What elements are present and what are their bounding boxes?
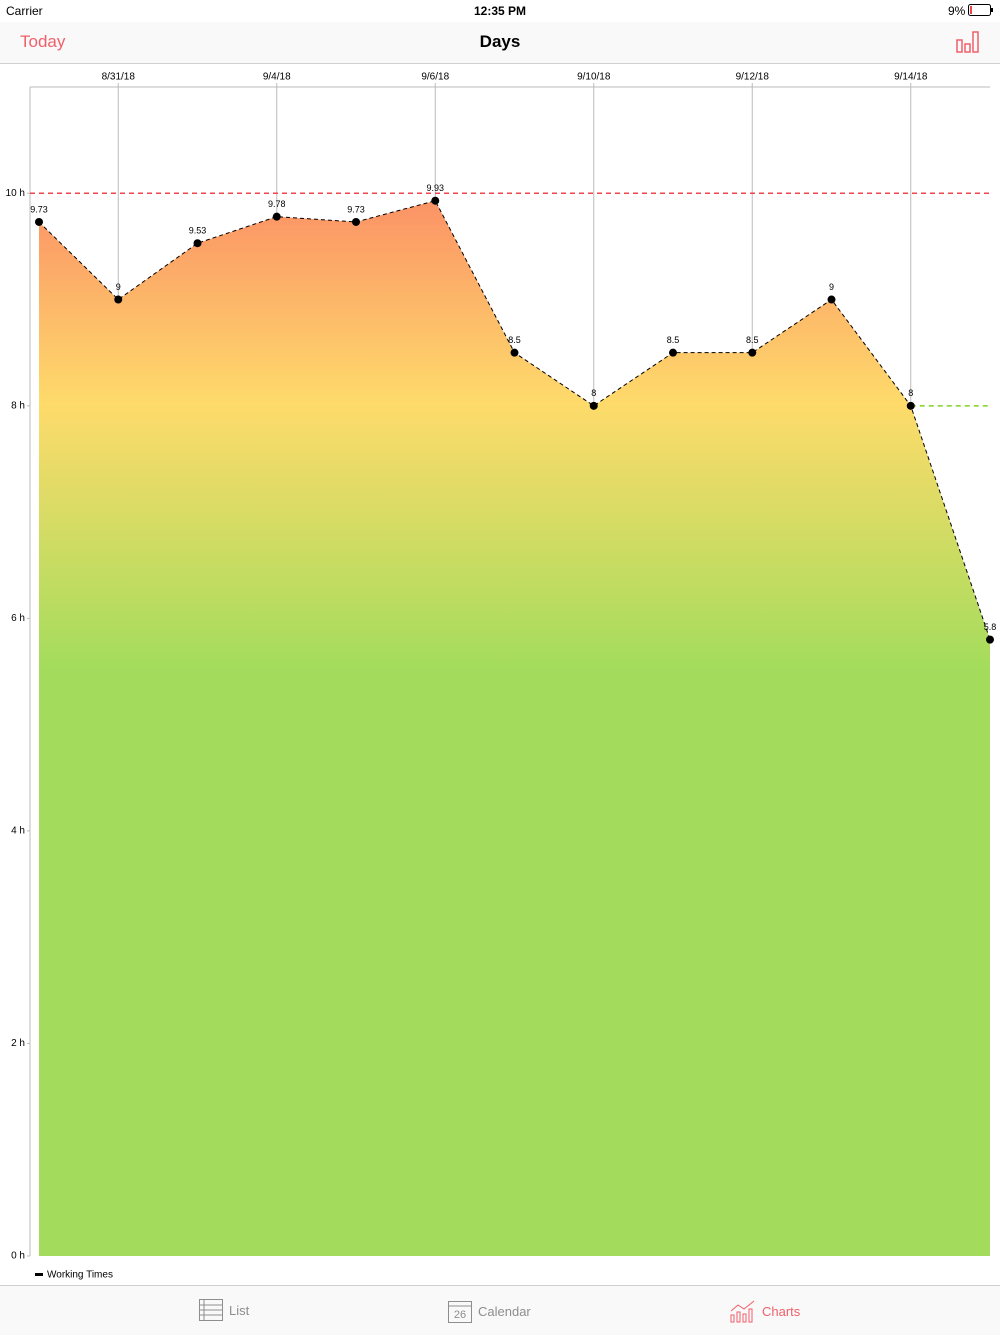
value-label: 8.5 — [667, 335, 680, 345]
charts-icon — [730, 1300, 755, 1323]
calendar-icon: 26 — [448, 1301, 472, 1323]
today-button[interactable]: Today — [20, 32, 66, 51]
point — [272, 212, 281, 221]
value-label: 9 — [116, 282, 121, 292]
value-label: 9.78 — [268, 199, 286, 209]
area-fill — [39, 200, 990, 1257]
nav-bar: Today Days — [0, 22, 1000, 64]
x-tick-label: 9/6/18 — [421, 72, 449, 83]
tab-label: List — [229, 1302, 250, 1318]
point — [431, 196, 440, 205]
value-label: 8.5 — [508, 335, 521, 345]
point — [510, 348, 519, 357]
tab-label: Charts — [762, 1303, 801, 1319]
calendar-day: 26 — [454, 1309, 466, 1321]
point — [352, 217, 360, 226]
value-label: 5.8 — [984, 622, 997, 632]
tab-list[interactable]: List — [199, 1299, 249, 1321]
point — [748, 348, 757, 357]
value-label: 8.5 — [746, 335, 759, 345]
value-label: 9.93 — [426, 183, 444, 193]
y-tick-label: 6 h — [11, 613, 25, 624]
list-icon — [199, 1299, 223, 1321]
y-tick-label: 2 h — [11, 1038, 25, 1049]
value-label: 9.73 — [347, 204, 365, 214]
point — [827, 295, 836, 304]
tab-charts[interactable]: Charts — [730, 1299, 800, 1323]
battery-level: 9% — [948, 4, 966, 18]
x-tick-label: 9/12/18 — [736, 72, 770, 83]
status-bar: Carrier 12:35 PM 9% — [0, 0, 1000, 22]
charts-button[interactable] — [955, 28, 981, 54]
point — [589, 401, 598, 410]
tab-bar: List 26 Calendar Charts — [0, 1285, 1000, 1335]
legend-label: Working Times — [47, 1270, 113, 1281]
y-tick-label: 10 h — [6, 188, 25, 199]
x-tick-label: 8/31/18 — [102, 72, 136, 83]
carrier: Carrier — [6, 4, 43, 18]
nav-title: Days — [479, 32, 521, 51]
value-label: 9.73 — [30, 204, 48, 214]
value-label: 9 — [829, 282, 834, 292]
y-tick-label: 8 h — [11, 400, 25, 411]
point — [114, 295, 123, 304]
point — [906, 401, 915, 410]
chart: 0 h 2 h 4 h 6 h 8 h 10 h 8/31/18 9/4/18 9/6/18 9/… — [6, 72, 997, 1281]
tab-calendar[interactable]: 26 Calendar — [448, 1299, 531, 1323]
x-tick-label: 9/10/18 — [577, 72, 611, 83]
point — [986, 635, 994, 644]
legend-swatch — [35, 1273, 43, 1276]
value-label: 8 — [591, 388, 596, 398]
point — [193, 239, 202, 248]
value-label: 8 — [908, 388, 913, 398]
point — [35, 217, 43, 226]
tab-label: Calendar — [478, 1303, 531, 1319]
x-tick-label: 9/14/18 — [894, 72, 928, 83]
clock: 12:35 PM — [473, 4, 527, 18]
battery-icon — [968, 4, 993, 16]
point — [669, 348, 677, 357]
value-label: 9.53 — [189, 226, 207, 236]
y-tick-label: 4 h — [11, 826, 25, 837]
y-tick-label: 0 h — [11, 1251, 25, 1262]
x-tick-label: 9/4/18 — [263, 72, 291, 83]
